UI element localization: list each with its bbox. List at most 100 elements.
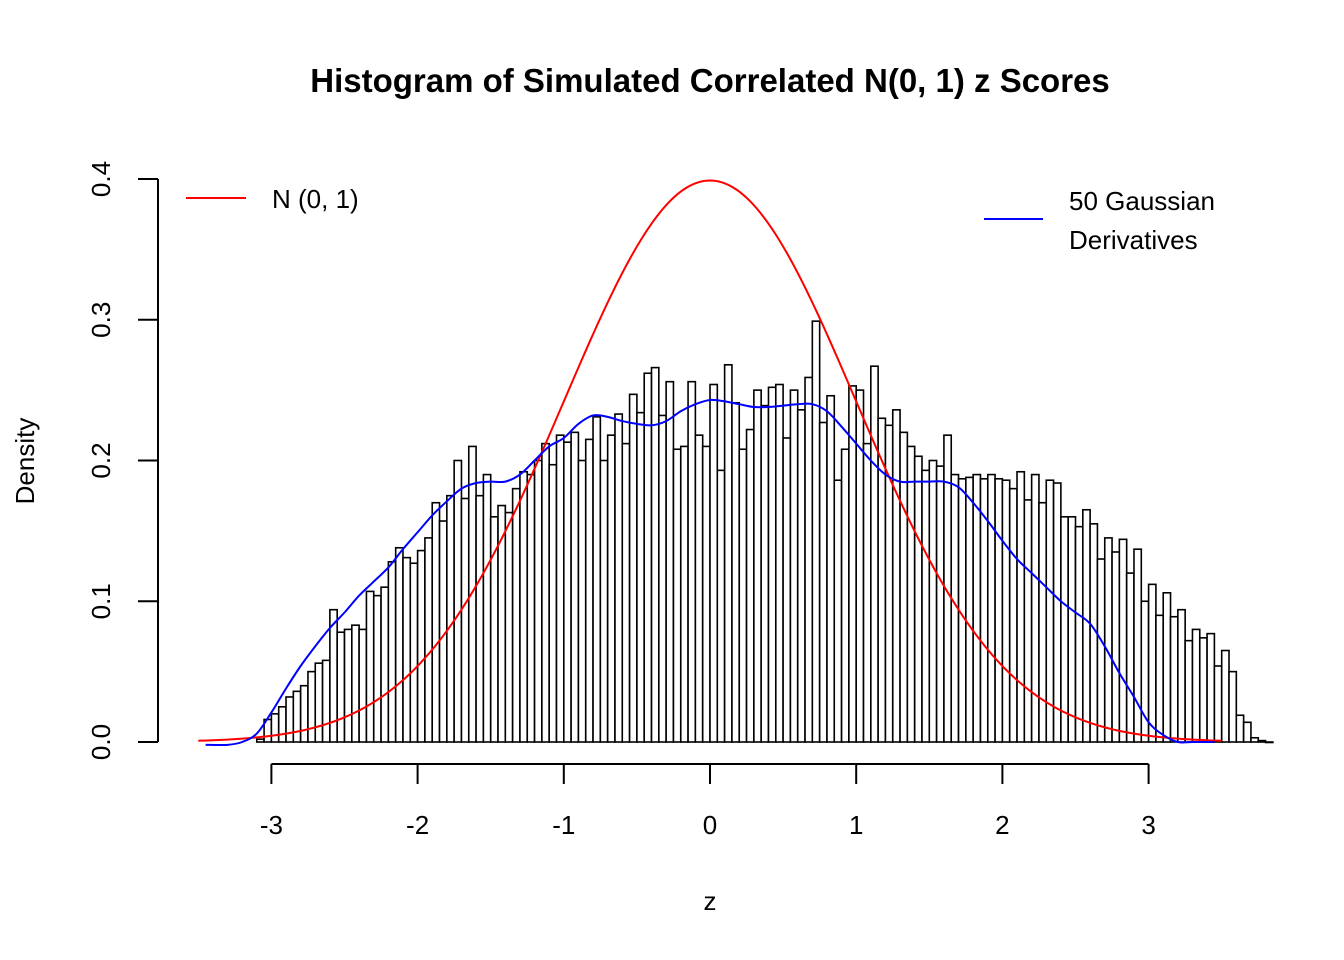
histogram-bar: [1191, 628, 1201, 743]
histogram-bar: [482, 473, 492, 743]
histogram-bar: [431, 501, 441, 743]
histogram-bar: [336, 631, 346, 743]
histogram-bar: [1213, 665, 1223, 743]
density-curves: [198, 179, 1222, 747]
histogram-bar: [767, 386, 777, 743]
histogram-bar: [292, 690, 302, 743]
histogram-bar: [1220, 649, 1230, 743]
x-tick-label: 2: [995, 810, 1009, 840]
histogram-bar: [774, 383, 784, 743]
histogram-bar: [299, 684, 309, 743]
histogram-bar: [935, 465, 945, 743]
histogram-bar: [1111, 551, 1121, 743]
histogram-bar: [343, 628, 353, 743]
histogram-bar: [818, 421, 828, 743]
y-tick-label: 0.0: [86, 724, 116, 760]
histogram-bar: [460, 497, 470, 743]
histogram-bar: [804, 376, 814, 743]
x-tick-label: -2: [406, 810, 429, 840]
histogram-bar: [1118, 538, 1128, 743]
histogram-bar: [380, 586, 390, 743]
histogram-bar: [1162, 592, 1172, 743]
histogram-bar: [570, 431, 580, 743]
histogram-bar: [760, 404, 770, 743]
histogram-bar: [599, 459, 609, 743]
histogram-bar: [679, 445, 689, 743]
histogram-bar: [592, 416, 602, 743]
histogram-bar: [372, 594, 382, 743]
histogram-bar: [986, 473, 996, 743]
histogram-bar: [1096, 558, 1106, 743]
histogram-bar: [811, 320, 821, 743]
histogram-bar: [1147, 583, 1157, 743]
histogram-bar: [1169, 615, 1179, 743]
histogram-bar: [1250, 736, 1260, 743]
legend-normal: N (0, 1): [186, 184, 359, 214]
histogram-bar: [1067, 515, 1077, 743]
histogram-bar: [409, 562, 419, 743]
legend-gaussian-derivatives: 50 Gaussian Derivatives: [984, 186, 1215, 255]
legend-gaussian-label-line2: Derivatives: [1069, 225, 1198, 255]
histogram-bar: [285, 696, 295, 743]
histogram-bar: [1177, 608, 1186, 743]
histogram-bar: [584, 438, 594, 743]
histogram-bar: [913, 455, 923, 743]
x-tick-label: 3: [1141, 810, 1155, 840]
x-tick-label: -1: [552, 810, 575, 840]
histogram-bar: [577, 459, 587, 743]
histogram-bar: [555, 434, 565, 743]
histogram-bars: [255, 320, 1274, 744]
histogram-bar: [745, 428, 755, 743]
histogram-bar: [906, 445, 916, 743]
histogram-bar: [723, 363, 733, 743]
histogram-bar: [731, 401, 741, 743]
histogram-bar: [716, 469, 726, 743]
legend-normal-label: N (0, 1): [272, 184, 359, 214]
histogram-bar: [1052, 482, 1062, 743]
histogram-bar: [497, 504, 507, 743]
histogram-bar: [753, 389, 762, 743]
y-tick-label: 0.2: [86, 442, 116, 478]
histogram-bar: [270, 713, 280, 743]
histogram-bar: [1060, 515, 1069, 743]
histogram-bar: [921, 469, 931, 743]
x-tick-label: -3: [260, 810, 283, 840]
histogram-bar: [709, 383, 719, 743]
histogram-bar: [365, 590, 375, 743]
histogram-bar: [636, 411, 646, 743]
histogram-bar: [1016, 470, 1026, 743]
histogram-bar: [665, 380, 675, 743]
histogram-bar: [1008, 487, 1018, 743]
histogram-bar: [277, 706, 287, 743]
histogram-bar: [533, 459, 543, 743]
histogram-bar: [1001, 479, 1011, 743]
y-tick-label: 0.3: [86, 302, 116, 338]
histogram-bar: [789, 389, 799, 743]
histogram-bar: [1242, 721, 1252, 743]
histogram-bar: [1184, 639, 1194, 743]
histogram-bar: [994, 477, 1004, 743]
histogram-bar: [687, 380, 697, 743]
histogram-bar: [862, 442, 872, 743]
histogram-bar: [628, 393, 638, 743]
histogram-bar: [796, 409, 806, 743]
y-tick-label: 0.4: [86, 161, 116, 197]
histogram-bar: [614, 413, 624, 743]
y-axis: 0.0 0.1 0.2 0.3 0.4: [86, 161, 159, 760]
histogram-bar: [899, 431, 909, 743]
histogram-bar: [1198, 637, 1208, 743]
histogram-bar: [548, 463, 558, 743]
histogram-bar: [1103, 537, 1113, 743]
histogram-bar: [870, 365, 879, 743]
histogram-bar: [1228, 670, 1238, 743]
histogram-bar: [621, 442, 631, 743]
histogram-bar: [394, 546, 404, 743]
histogram-bar: [1206, 632, 1216, 743]
histogram-bar: [1038, 501, 1048, 743]
histogram-bar: [541, 442, 550, 743]
x-axis-title: z: [704, 886, 717, 916]
histogram-bar: [672, 448, 682, 743]
x-tick-label: 0: [703, 810, 717, 840]
histogram-bar: [965, 476, 974, 743]
